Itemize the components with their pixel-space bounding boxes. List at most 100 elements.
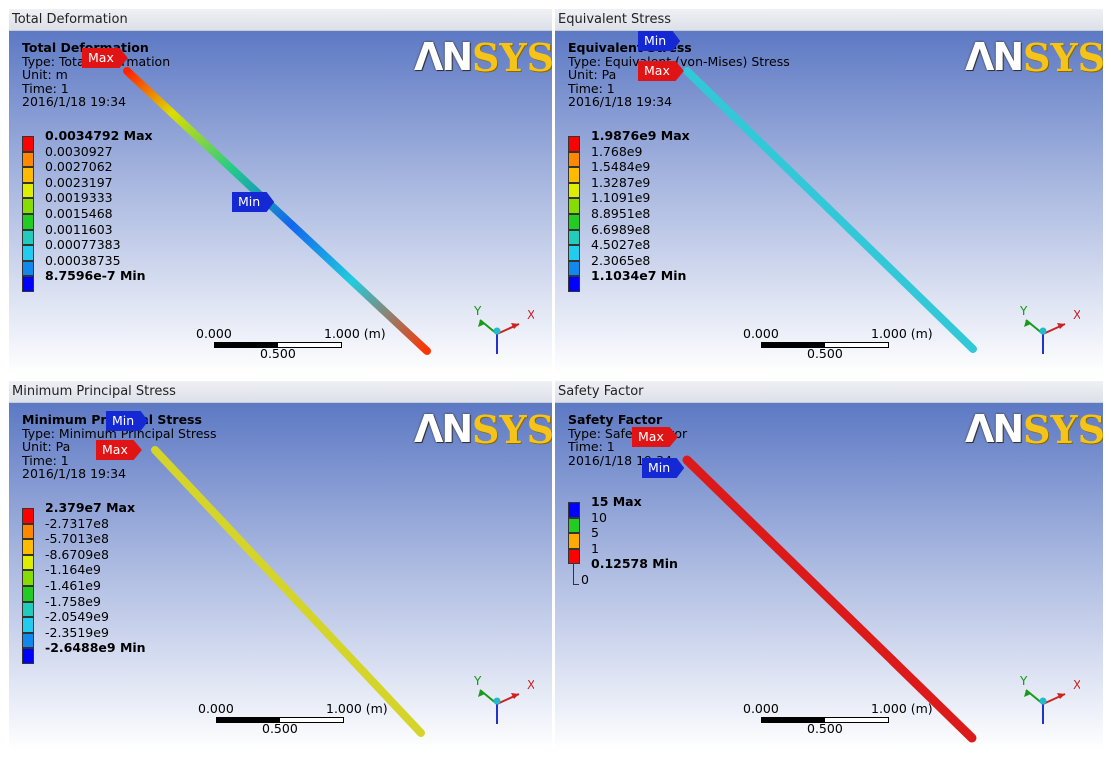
result-time: Time: 1 <box>568 439 615 455</box>
legend-label: 1.5484e9 <box>591 159 651 175</box>
legend-label: 2.379e7 Max <box>45 500 136 515</box>
legend-swatch <box>568 260 580 277</box>
legend-label: 0.00038735 <box>45 252 121 268</box>
beam-geometry <box>151 446 425 737</box>
legend-label: 0.0023197 <box>45 174 113 190</box>
legend-swatch <box>568 136 580 152</box>
min-probe-tag[interactable]: Min <box>642 458 685 478</box>
result-unit: Unit: Pa <box>22 439 71 455</box>
legend-swatch <box>22 198 34 214</box>
legend-swatch <box>568 533 580 549</box>
panel-header: Minimum Principal Stress <box>9 381 552 403</box>
legend-label: 6.6989e8 <box>591 221 651 237</box>
legend-label: 1.9876e9 Max <box>591 128 690 143</box>
result-type: Type: Minimum Principal Stress <box>22 425 217 441</box>
legend-label: -1.164e9 <box>45 562 101 578</box>
result-time: Time: 1 <box>22 452 69 468</box>
legend-swatch <box>22 276 34 292</box>
axis-triad[interactable]: Y X <box>1010 301 1080 361</box>
ansys-logo: ΛΝ SYS <box>414 35 552 80</box>
graphics-viewport[interactable]: Equivalent Stress Type: Equivalent (von-… <box>555 31 1103 374</box>
panel-minimum-principal-stress: Minimum Principal Stress Minimum Princip… <box>9 381 552 751</box>
svg-text:Y: Y <box>1019 674 1028 688</box>
ansys-logo: ΛΝ SYS <box>414 407 552 452</box>
legend-label: 0 <box>581 572 589 587</box>
panel-header: Safety Factor <box>555 381 1103 403</box>
legend-label: 1.3287e9 <box>591 174 651 190</box>
legend-zero-tick <box>573 564 579 585</box>
axis-triad[interactable]: Y X <box>464 301 534 361</box>
axis-triad[interactable]: Y X <box>464 671 534 731</box>
result-date: 2016/1/18 19:34 <box>22 94 127 110</box>
svg-text:X: X <box>527 308 534 322</box>
legend-swatch <box>22 260 34 277</box>
graphics-viewport[interactable]: Total Deformation Type: Total Deformatio… <box>9 31 552 374</box>
legend-label: -2.0549e9 <box>45 609 109 625</box>
legend-swatch <box>22 554 34 571</box>
legend-label: 0.0011603 <box>45 221 113 237</box>
legend-label: -2.7317e8 <box>45 515 109 531</box>
result-unit: Unit: Pa <box>568 67 617 83</box>
axis-triad[interactable]: Y X <box>1010 671 1080 731</box>
legend-swatch <box>22 167 34 183</box>
beam-geometry <box>123 67 431 355</box>
beam-geometry <box>683 67 977 353</box>
graphics-viewport[interactable]: Safety Factor Type: Safety Factor Time: … <box>555 403 1103 751</box>
legend-swatch <box>22 632 34 649</box>
legend-swatch <box>22 648 34 664</box>
legend-label: 0.0030927 <box>45 143 113 159</box>
legend-swatch <box>568 276 580 292</box>
min-probe-tag[interactable]: Min <box>638 31 681 51</box>
ansys-logo: ΛΝ SYS <box>965 35 1103 80</box>
legend-label: 15 Max <box>591 494 642 509</box>
max-probe-tag[interactable]: Max <box>632 427 678 447</box>
result-date: 2016/1/18 19:34 <box>22 466 127 482</box>
legend-label: -1.461e9 <box>45 578 101 593</box>
svg-text:X: X <box>527 678 534 692</box>
panel-header: Total Deformation <box>9 9 552 31</box>
legend-swatch <box>22 151 34 168</box>
result-title: Equivalent Stress <box>568 40 692 55</box>
beam-geometry <box>682 455 977 743</box>
panel-header: Equivalent Stress <box>555 9 1103 31</box>
result-date: 2016/1/18 19:34 <box>568 94 673 110</box>
min-probe-tag[interactable]: Min <box>232 192 275 212</box>
legend-label: 0.0027062 <box>45 159 113 175</box>
ansys-logo: ΛΝ SYS <box>965 407 1103 452</box>
max-probe-tag[interactable]: Max <box>96 440 142 460</box>
legend-label: -2.6488e9 Min <box>45 640 146 656</box>
svg-text:X: X <box>1073 308 1080 322</box>
svg-text:X: X <box>1073 678 1080 692</box>
max-probe-tag[interactable]: Max <box>638 61 684 81</box>
legend-swatch <box>22 229 34 246</box>
legend-swatch <box>568 548 580 565</box>
legend-label: 1.1091e9 <box>591 190 651 206</box>
legend-label: 8.8951e8 <box>591 206 651 221</box>
result-unit: Unit: m <box>22 67 68 83</box>
result-time: Time: 1 <box>22 80 69 96</box>
result-title: Safety Factor <box>568 412 663 427</box>
legend-swatch <box>568 198 580 214</box>
legend-swatch <box>568 214 580 230</box>
result-type: Type: Equivalent (von-Mises) Stress <box>568 53 790 69</box>
max-probe-tag[interactable]: Max <box>82 48 128 68</box>
result-info: Minimum Principal Stress Type: Minimum P… <box>22 413 216 481</box>
svg-text:Y: Y <box>1019 304 1028 318</box>
legend-swatch <box>22 523 34 540</box>
legend-swatch <box>568 245 580 261</box>
legend-swatch <box>22 601 34 618</box>
legend-label: 0.0034792 Max <box>45 128 153 143</box>
legend-swatch <box>22 182 34 199</box>
legend-label: 0.0015468 <box>45 206 113 221</box>
legend-label: 5 <box>591 525 599 541</box>
min-probe-tag[interactable]: Min <box>106 411 149 431</box>
legend-label: -8.6709e8 <box>45 546 109 562</box>
legend-swatch <box>22 136 34 152</box>
legend-swatch <box>22 214 34 230</box>
graphics-viewport[interactable]: Minimum Principal Stress Type: Minimum P… <box>9 403 552 751</box>
panel-safety-factor: Safety Factor Safety Factor Type: Safety… <box>555 381 1103 751</box>
legend-label: 1 <box>591 540 599 556</box>
legend-swatch <box>22 245 34 261</box>
legend-swatch <box>22 570 34 586</box>
legend-swatch <box>568 182 580 199</box>
